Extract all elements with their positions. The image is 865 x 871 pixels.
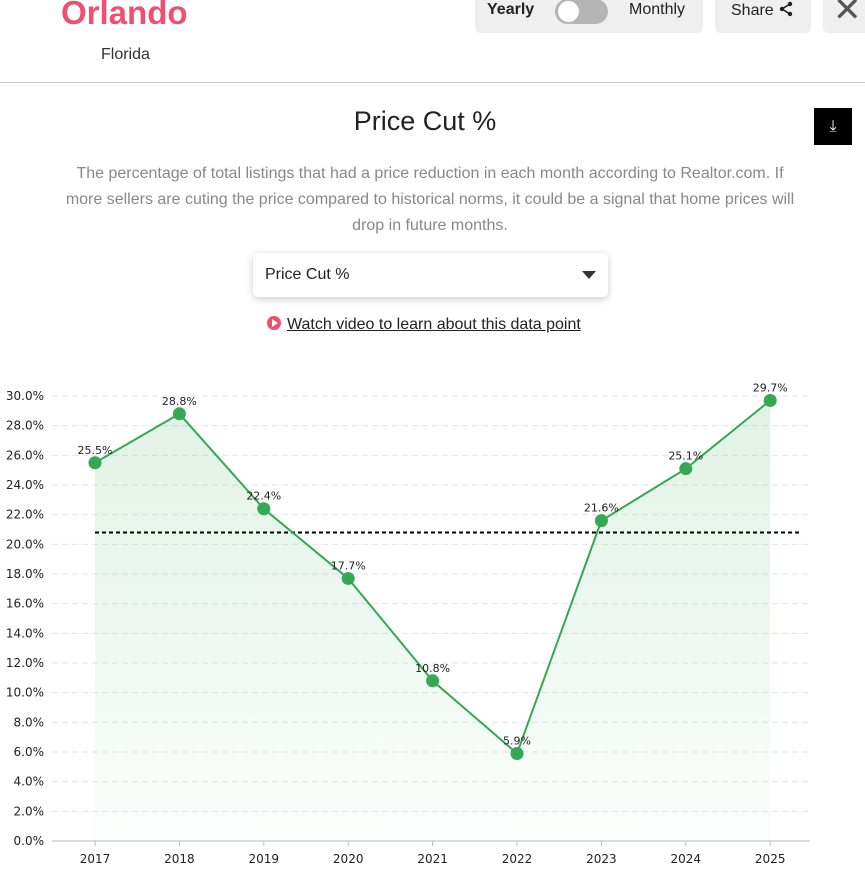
- y-tick-label: 18.0%: [6, 567, 44, 581]
- data-label: 28.8%: [162, 395, 197, 408]
- area-fill: [95, 400, 771, 841]
- y-tick-label: 12.0%: [6, 656, 44, 670]
- y-tick-label: 26.0%: [6, 448, 44, 462]
- data-point: [257, 502, 271, 516]
- share-button[interactable]: Share: [715, 0, 811, 33]
- toggle-yearly-label[interactable]: Yearly: [487, 1, 535, 18]
- y-tick-label: 28.0%: [6, 419, 44, 433]
- data-point: [426, 674, 440, 688]
- metric-select[interactable]: Price Cut %: [253, 253, 608, 297]
- city-name: Orlando: [61, 0, 188, 31]
- y-tick-label: 22.0%: [6, 508, 44, 522]
- data-point: [594, 514, 608, 528]
- chart-title: Price Cut %: [353, 106, 497, 136]
- data-point: [510, 746, 524, 760]
- x-tick-label: 2020: [333, 852, 364, 866]
- download-icon: ⤓: [829, 118, 837, 135]
- y-tick-label: 0.0%: [14, 834, 45, 848]
- caret-down-icon: [582, 271, 596, 279]
- x-tick-label: 2019: [249, 852, 280, 866]
- data-label: 5.9%: [503, 734, 531, 747]
- x-tick-label: 2023: [586, 852, 617, 866]
- data-label: 17.7%: [331, 559, 366, 572]
- data-label: 10.8%: [415, 662, 450, 675]
- data-label: 21.6%: [584, 502, 619, 515]
- state-name: Florida: [101, 46, 150, 63]
- data-label: 29.7%: [753, 381, 788, 394]
- data-point: [341, 571, 355, 585]
- data-label: 25.5%: [78, 444, 113, 457]
- close-button[interactable]: ✕: [823, 0, 865, 33]
- x-tick-label: 2022: [502, 852, 533, 866]
- select-value: Price Cut %: [265, 266, 350, 283]
- toggle-switch[interactable]: [555, 0, 608, 24]
- period-toggle[interactable]: Yearly Monthly: [475, 0, 703, 33]
- download-button[interactable]: ⤓: [814, 108, 852, 145]
- data-point: [679, 462, 693, 476]
- y-tick-label: 16.0%: [6, 597, 44, 611]
- chart-description: The percentage of total listings that ha…: [65, 165, 795, 234]
- y-tick-label: 14.0%: [6, 626, 44, 640]
- y-tick-label: 10.0%: [6, 686, 44, 700]
- share-label: Share: [731, 2, 774, 19]
- video-link-text: Watch video to learn about this data poi…: [287, 316, 581, 333]
- y-tick-label: 30.0%: [6, 389, 44, 403]
- header-divider: [0, 82, 865, 83]
- x-tick-label: 2025: [755, 852, 786, 866]
- chart: 0.0% 2.0% 4.0% 6.0% 8.0% 10.0% 12.0% 14.0% 16.0%…: [6, 381, 810, 866]
- close-icon: ✕: [833, 0, 862, 29]
- y-tick-label: 24.0%: [6, 478, 44, 492]
- x-tick-label: 2021: [417, 852, 448, 866]
- watch-video-link[interactable]: Watch video to learn about this data poi…: [267, 316, 581, 334]
- y-tick-label: 2.0%: [14, 804, 45, 818]
- x-tick-label: 2024: [671, 852, 702, 866]
- data-label: 25.1%: [668, 450, 703, 463]
- data-point: [172, 407, 186, 421]
- x-tick-label: 2017: [80, 852, 111, 866]
- toggle-knob: [558, 1, 579, 22]
- y-tick-label: 20.0%: [6, 537, 44, 551]
- x-tick-label: 2018: [164, 852, 195, 866]
- y-tick-label: 8.0%: [14, 715, 45, 729]
- data-point: [763, 393, 777, 407]
- data-label: 22.4%: [246, 490, 281, 503]
- play-icon: [267, 316, 281, 330]
- toggle-monthly-label[interactable]: Monthly: [629, 1, 686, 18]
- share-icon: [779, 1, 793, 17]
- y-tick-label: 4.0%: [14, 775, 45, 789]
- y-tick-label: 6.0%: [14, 745, 45, 759]
- data-point: [88, 456, 102, 470]
